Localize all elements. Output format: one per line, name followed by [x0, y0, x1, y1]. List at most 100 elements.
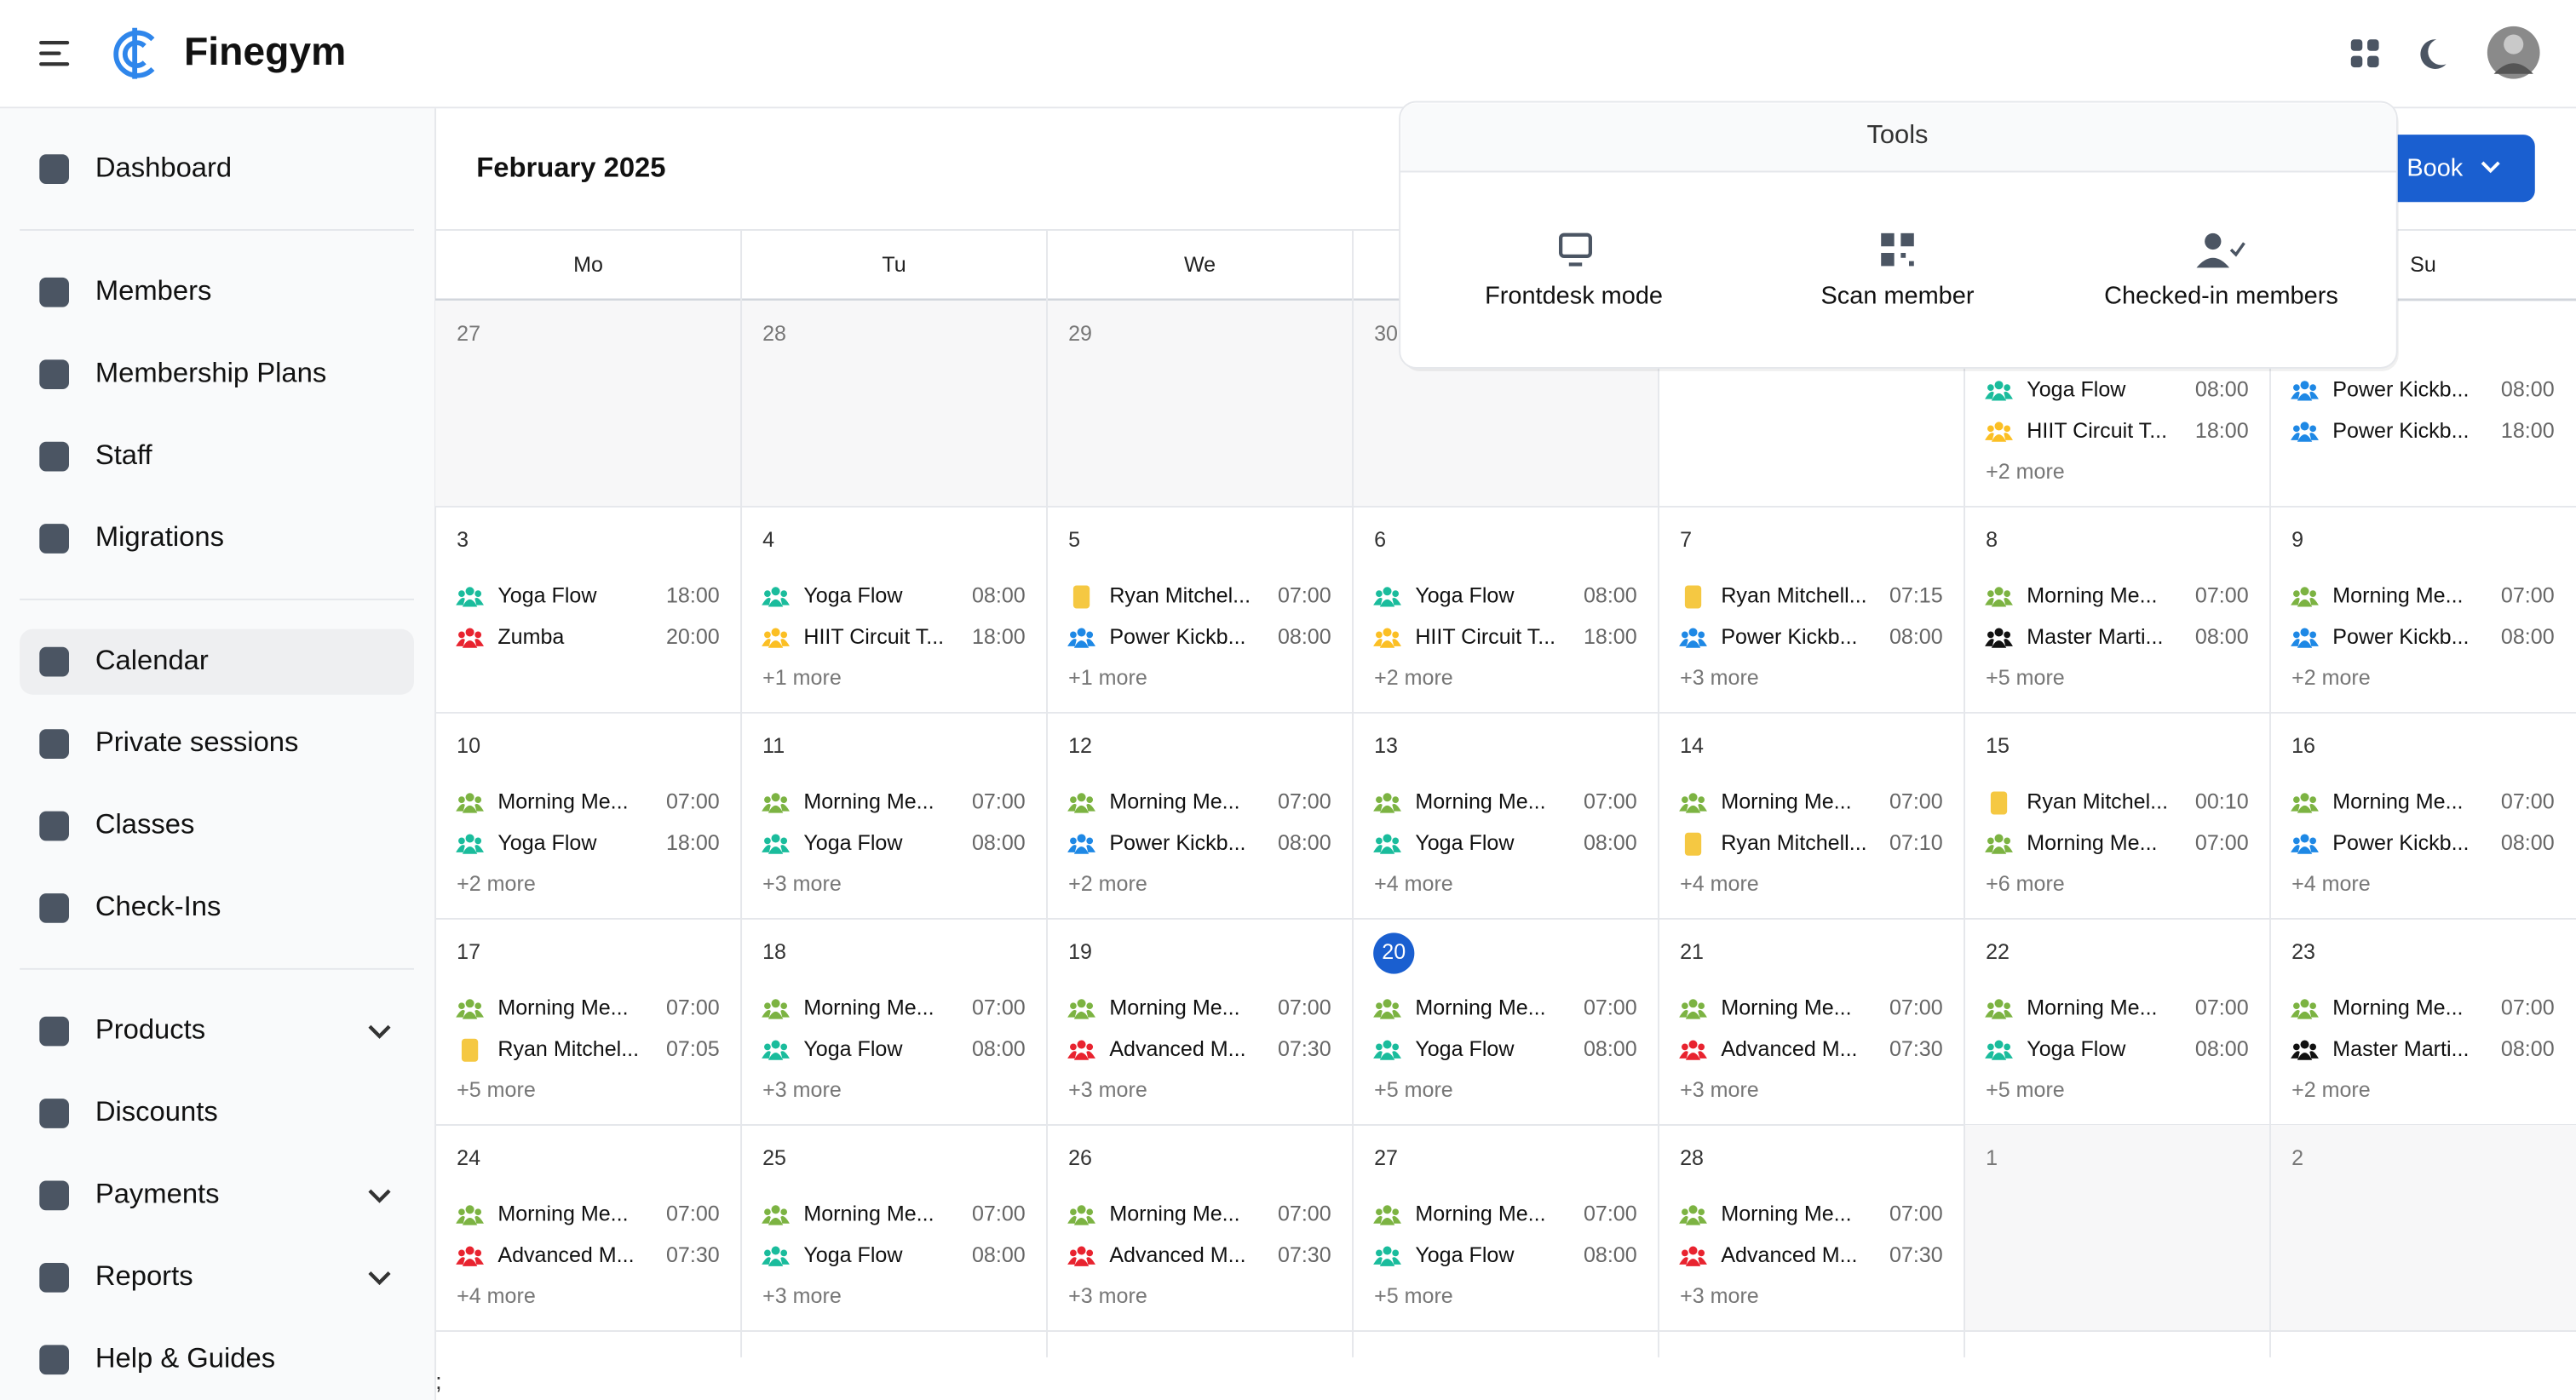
event-name[interactable]: Yoga Flow: [803, 1243, 903, 1267]
event-name[interactable]: Power Kickb...: [2332, 831, 2469, 855]
more-link[interactable]: +2 more: [2291, 666, 2371, 690]
more-link[interactable]: +4 more: [1680, 872, 1759, 896]
nav-item[interactable]: Dashboard: [95, 151, 232, 182]
nav-item[interactable]: Discounts: [95, 1095, 218, 1127]
nav-item[interactable]: Calendar: [95, 644, 209, 675]
event-name[interactable]: Power Kickb...: [1721, 625, 1857, 649]
event-name[interactable]: Ryan Mitchel...: [497, 1037, 639, 1061]
event-name[interactable]: Master Marti...: [2027, 625, 2163, 649]
event-name[interactable]: Morning Me...: [2332, 790, 2463, 814]
nav-item[interactable]: Help & Guides: [95, 1341, 275, 1373]
tool-item[interactable]: Frontdesk mode: [1485, 283, 1663, 310]
menu-button[interactable]: [39, 41, 70, 66]
event-name[interactable]: Advanced M...: [1721, 1037, 1857, 1061]
nav-item[interactable]: Products: [95, 1013, 205, 1045]
event-name[interactable]: Advanced M...: [1109, 1243, 1245, 1267]
event-name[interactable]: Zumba: [497, 625, 564, 649]
more-link[interactable]: +5 more: [1374, 1078, 1453, 1102]
more-link[interactable]: +3 more: [1680, 1284, 1759, 1308]
more-link[interactable]: +5 more: [1986, 666, 2065, 690]
more-link[interactable]: +2 more: [1986, 460, 2065, 484]
event-name[interactable]: HIIT Circuit T...: [2027, 419, 2167, 443]
more-link[interactable]: +2 more: [457, 872, 536, 896]
nav-item[interactable]: Members: [95, 274, 212, 306]
book-button[interactable]: [2366, 135, 2535, 203]
event-name[interactable]: Ryan Mitchel...: [2027, 790, 2168, 814]
event-name[interactable]: Morning Me...: [2027, 996, 2157, 1020]
apps-button[interactable]: [2350, 39, 2379, 68]
event-name[interactable]: Morning Me...: [803, 996, 934, 1020]
more-link[interactable]: +2 more: [1374, 666, 1453, 690]
event-name[interactable]: Morning Me...: [1415, 996, 1545, 1020]
event-name[interactable]: Morning Me...: [1109, 996, 1239, 1020]
event-name[interactable]: Master Marti...: [2332, 1037, 2469, 1061]
more-link[interactable]: +5 more: [1374, 1284, 1453, 1308]
more-link[interactable]: +2 more: [2291, 1078, 2371, 1102]
event-name[interactable]: Yoga Flow: [803, 584, 903, 608]
event-name[interactable]: Morning Me...: [803, 790, 934, 814]
more-link[interactable]: +3 more: [762, 1284, 842, 1308]
event-name[interactable]: Morning Me...: [1721, 996, 1851, 1020]
event-name[interactable]: Yoga Flow: [497, 584, 597, 608]
event-name[interactable]: Power Kickb...: [1109, 831, 1245, 855]
more-link[interactable]: +3 more: [762, 872, 842, 896]
nav-item[interactable]: Check-Ins: [95, 890, 221, 921]
more-link[interactable]: +1 more: [762, 666, 842, 690]
more-link[interactable]: +4 more: [1374, 872, 1453, 896]
event-name[interactable]: Yoga Flow: [1415, 584, 1515, 608]
more-link[interactable]: +4 more: [2291, 872, 2371, 896]
event-name[interactable]: Yoga Flow: [1415, 1037, 1515, 1061]
event-name[interactable]: Morning Me...: [497, 996, 628, 1020]
event-name[interactable]: Yoga Flow: [2027, 1037, 2126, 1061]
event-name[interactable]: Morning Me...: [2027, 831, 2157, 855]
event-name[interactable]: Yoga Flow: [1415, 831, 1515, 855]
event-name[interactable]: Ryan Mitchell...: [1721, 831, 1866, 855]
nav-item[interactable]: Payments: [95, 1178, 220, 1209]
event-name[interactable]: HIIT Circuit T...: [803, 625, 944, 649]
event-name[interactable]: Morning Me...: [497, 1202, 628, 1226]
event-name[interactable]: Yoga Flow: [2027, 378, 2126, 402]
event-name[interactable]: Morning Me...: [2027, 584, 2157, 608]
theme-toggle[interactable]: [2420, 39, 2447, 69]
event-name[interactable]: Advanced M...: [1109, 1037, 1245, 1061]
more-link[interactable]: +1 more: [1068, 666, 1147, 690]
nav-item[interactable]: Classes: [95, 808, 195, 840]
event-name[interactable]: Morning Me...: [497, 790, 628, 814]
event-name[interactable]: Power Kickb...: [2332, 625, 2469, 649]
event-name[interactable]: Yoga Flow: [1415, 1243, 1515, 1267]
nav-item[interactable]: Reports: [95, 1259, 193, 1291]
event-name[interactable]: Yoga Flow: [497, 831, 597, 855]
event-name[interactable]: Yoga Flow: [803, 1037, 903, 1061]
more-link[interactable]: +3 more: [1068, 1078, 1147, 1102]
event-name[interactable]: Morning Me...: [2332, 584, 2463, 608]
nav-item[interactable]: Migrations: [95, 520, 224, 552]
event-name[interactable]: Power Kickb...: [1109, 625, 1245, 649]
more-link[interactable]: +5 more: [457, 1078, 536, 1102]
event-name[interactable]: Advanced M...: [497, 1243, 634, 1267]
event-name[interactable]: Advanced M...: [1721, 1243, 1857, 1267]
nav-item[interactable]: Private sessions: [95, 726, 299, 757]
tool-item[interactable]: Scan member: [1821, 283, 1975, 310]
more-link[interactable]: +3 more: [1680, 1078, 1759, 1102]
event-name[interactable]: Morning Me...: [803, 1202, 934, 1226]
more-link[interactable]: +3 more: [762, 1078, 842, 1102]
event-name[interactable]: Morning Me...: [1415, 1202, 1545, 1226]
event-name[interactable]: Morning Me...: [1415, 790, 1545, 814]
event-name[interactable]: Ryan Mitchell...: [1721, 584, 1866, 608]
nav-item[interactable]: Staff: [95, 439, 153, 470]
more-link[interactable]: +2 more: [1068, 872, 1147, 896]
event-name[interactable]: HIIT Circuit T...: [1415, 625, 1555, 649]
nav-item[interactable]: Membership Plans: [95, 356, 326, 387]
tool-item[interactable]: Checked-in members: [2104, 283, 2338, 310]
event-name[interactable]: Morning Me...: [1721, 790, 1851, 814]
event-name[interactable]: Power Kickb...: [2332, 378, 2469, 402]
more-link[interactable]: +3 more: [1068, 1284, 1147, 1308]
more-link[interactable]: +4 more: [457, 1284, 536, 1308]
more-link[interactable]: +6 more: [1986, 872, 2065, 896]
more-link[interactable]: +3 more: [1680, 666, 1759, 690]
event-name[interactable]: Morning Me...: [1109, 1202, 1239, 1226]
event-name[interactable]: Power Kickb...: [2332, 419, 2469, 443]
event-name[interactable]: Yoga Flow: [803, 831, 903, 855]
event-name[interactable]: Morning Me...: [1109, 790, 1239, 814]
more-link[interactable]: +5 more: [1986, 1078, 2065, 1102]
